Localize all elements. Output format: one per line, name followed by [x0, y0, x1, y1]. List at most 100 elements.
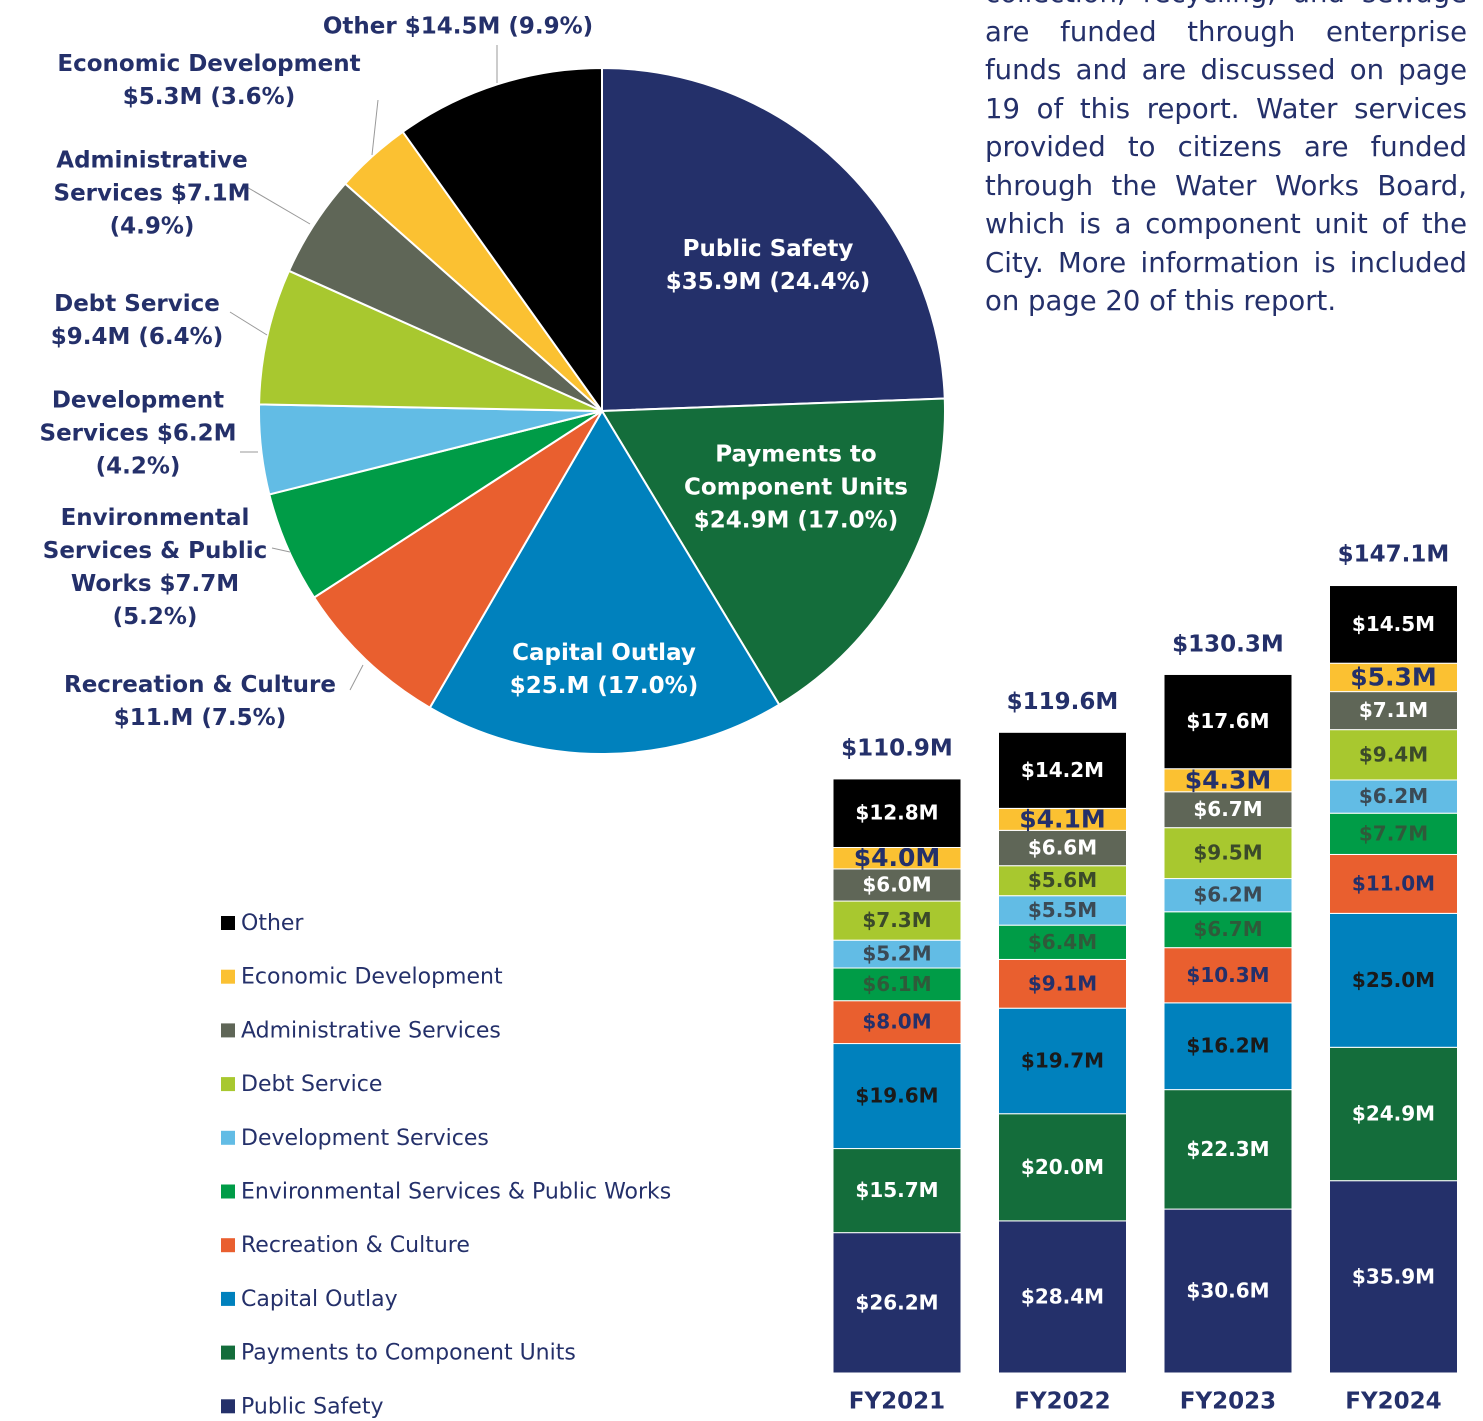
bar-value-label: $7.3M	[862, 908, 931, 932]
pie-label: Capital Outlay $25.M (17.0%)	[484, 637, 724, 703]
bar-segment	[998, 1220, 1127, 1374]
pie-label-value: $6.2M (4.2%)	[95, 420, 237, 480]
leader-line	[229, 311, 268, 336]
bar-value-label: $6.6M	[1028, 836, 1097, 860]
bar-value-label: $5.5M	[1028, 898, 1097, 922]
bar-value-label: $6.0M	[862, 872, 931, 896]
bar-value-label: $7.7M	[1359, 821, 1428, 845]
legend-swatch	[221, 1399, 235, 1414]
bar-segment	[998, 1113, 1127, 1222]
legend-label: Capital Outlay	[241, 1287, 398, 1312]
bar-value-label: $9.4M	[1359, 742, 1428, 766]
bar-segment	[832, 1232, 962, 1374]
pie-label-name: Public Safety	[682, 236, 854, 262]
bar-value-label: $20.0M	[1021, 1155, 1104, 1179]
bar-segment	[832, 1000, 962, 1045]
bar-segment	[1329, 729, 1458, 781]
bar-value-label: $6.1M	[862, 972, 931, 996]
pie-label-value: $7.1M (4.9%)	[109, 180, 251, 240]
legend-label: Other	[241, 911, 304, 936]
bar-value-label: $6.2M	[1193, 883, 1262, 907]
bar-value-label: $17.6M	[1186, 709, 1269, 733]
pie-label-value: $35.9M (24.4%)	[665, 269, 871, 295]
legend-swatch	[221, 1130, 235, 1145]
pie-label-value: $9.4M (6.4%)	[50, 324, 224, 350]
legend-label: Payments to Component Units	[241, 1341, 576, 1366]
legend-swatch	[221, 1291, 235, 1306]
bar-value-label: $5.2M	[862, 942, 931, 966]
x-tick-label: FY2024	[1345, 1389, 1441, 1415]
leader-line	[371, 99, 379, 156]
bar-total-label: $110.9M	[841, 735, 953, 761]
bar-total-label: $130.3M	[1172, 631, 1284, 657]
bar-value-label: $6.2M	[1359, 784, 1428, 808]
x-tick-label: FY2021	[849, 1389, 945, 1415]
bar-value-label: $14.2M	[1021, 758, 1104, 782]
bar-segment	[998, 924, 1127, 960]
bar-value-label: $25.0M	[1352, 968, 1435, 992]
pie-label: Public Safety $35.9M (24.4%)	[653, 233, 883, 299]
pie-label-name: Environmental Services & Public Works	[42, 505, 268, 597]
bar-segment	[1163, 878, 1293, 913]
legend-label: Development Services	[241, 1126, 489, 1151]
pie-slice	[600, 397, 946, 707]
legend-label: Administrative Services	[241, 1018, 501, 1043]
legend-label: Recreation & Culture	[241, 1233, 470, 1258]
legend-swatch	[221, 1077, 235, 1092]
bar-segment	[1163, 1002, 1293, 1091]
bar-total-label: $119.6M	[1007, 689, 1119, 715]
bar-total-label: $147.1M	[1338, 542, 1450, 568]
pie-label-value: $7.7M (5.2%)	[112, 571, 240, 630]
bar-value-label: $5.6M	[1028, 868, 1097, 892]
legend-label: Debt Service	[241, 1072, 382, 1097]
bar-segment	[832, 939, 962, 969]
pie-label-name: Administrative Services	[53, 147, 248, 207]
bar-value-label: $6.7M	[1193, 797, 1262, 821]
bar-value-label: $35.9M	[1352, 1264, 1435, 1288]
leader-line	[244, 185, 311, 225]
pie-label-value: $5.3M (3.6%)	[122, 84, 296, 110]
bar-segment	[832, 900, 962, 941]
bar-segment	[1329, 1046, 1458, 1182]
bar-segment	[832, 1043, 962, 1150]
bar-value-label: $9.5M	[1193, 841, 1262, 865]
bar-segment	[998, 731, 1127, 809]
bar-segment	[832, 1148, 962, 1234]
pie-slice	[601, 66, 946, 413]
legend-swatch	[221, 969, 235, 984]
pie-label: Recreation & Culture $11.M (7.5%)	[35, 669, 365, 735]
pie-label: Administrative Services $7.1M (4.9%)	[37, 145, 267, 244]
pie-label-name: Development Services	[39, 387, 225, 447]
bar-segment	[998, 865, 1127, 897]
x-tick-label: FY2022	[1014, 1389, 1110, 1415]
bar-segment	[1163, 1089, 1293, 1210]
bar-value-label: $6.4M	[1028, 930, 1097, 954]
bar-segment	[1163, 1208, 1293, 1374]
bar-segment	[1329, 662, 1458, 693]
bar-value-label: $19.6M	[855, 1084, 938, 1108]
bar-segment	[1163, 673, 1293, 770]
pie-slice	[258, 269, 603, 412]
legend-swatch	[221, 916, 235, 930]
pie-label: Economic Development $5.3M (3.6%)	[29, 48, 389, 114]
leader-line	[271, 547, 291, 553]
pie-slice	[401, 66, 603, 415]
bar-value-label: $24.9M	[1352, 1101, 1435, 1125]
pie-label-name: Economic Development	[57, 51, 361, 77]
bar-value-label: $5.3M	[1350, 662, 1437, 691]
bar-segment	[1329, 585, 1458, 664]
pie-label: Other $14.5M (9.9%)	[298, 11, 618, 44]
pie-label: Debt Service $9.4M (6.4%)	[37, 288, 237, 354]
bar-value-label: $10.3M	[1186, 963, 1269, 987]
pie-label-name: Capital Outlay	[512, 640, 696, 666]
bar-segment	[1329, 779, 1458, 814]
bar-value-label: $11.0M	[1352, 871, 1435, 895]
pie-label-value: $25.M (17.0%)	[509, 673, 699, 699]
bar-value-label: $30.6M	[1186, 1279, 1269, 1303]
bar-segment	[998, 1007, 1127, 1115]
pie-label-name: Recreation & Culture	[64, 672, 336, 698]
bar-segment	[1163, 791, 1293, 829]
pie-slice	[428, 409, 781, 755]
